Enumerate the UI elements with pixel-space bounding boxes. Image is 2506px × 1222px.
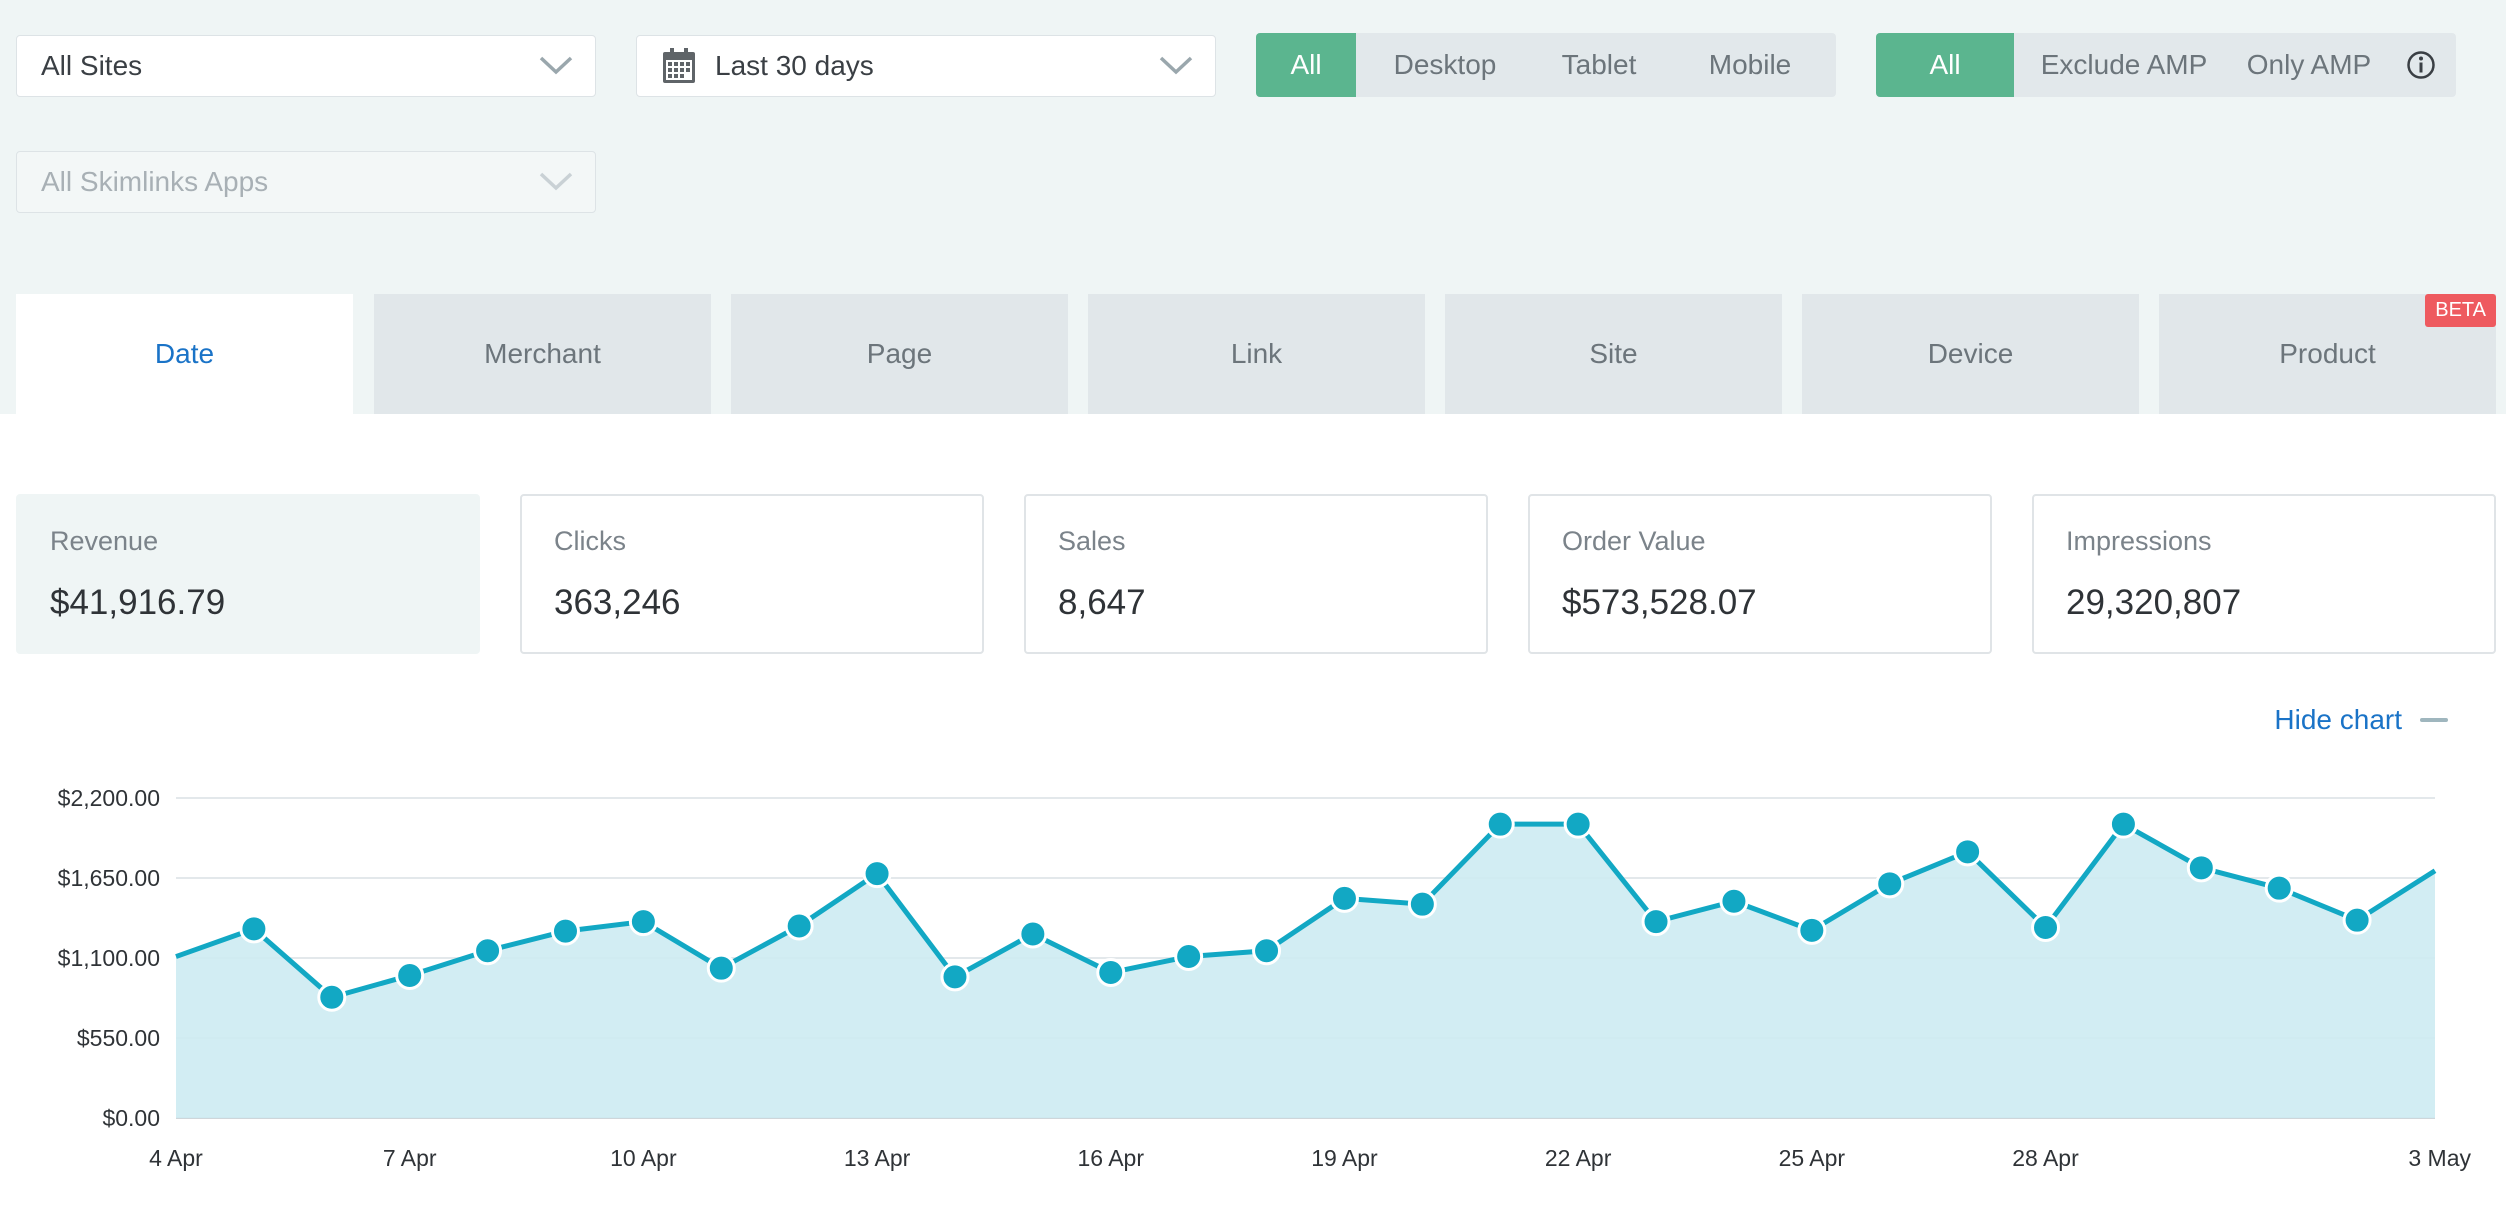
data-point	[940, 962, 970, 992]
x-tick-label: 13 Apr	[844, 1145, 911, 1171]
data-point	[1641, 907, 1671, 937]
tab-date[interactable]: Date	[16, 294, 353, 414]
date-range-value: Last 30 days	[715, 50, 874, 81]
data-point	[1875, 869, 1905, 899]
date-range-select[interactable]: Last 30 days	[636, 35, 1216, 97]
data-point	[1174, 942, 1204, 972]
x-tick-label: 3 May	[2408, 1145, 2471, 1171]
metric-value: 8,647	[1058, 583, 1146, 622]
data-point	[239, 914, 269, 944]
y-tick-label: $1,650.00	[58, 865, 160, 891]
tab-merchant[interactable]: Merchant	[374, 294, 711, 414]
data-point	[1485, 809, 1515, 839]
data-point	[1018, 919, 1048, 949]
device-option-mobile[interactable]: Mobile	[1708, 49, 1792, 80]
tab-link[interactable]: Link	[1088, 294, 1425, 414]
minus-icon	[2420, 718, 2448, 722]
data-point	[1096, 958, 1126, 988]
area-fill	[176, 824, 2435, 1118]
revenue-chart: $0.00 $550.00 $1,100.00 $1,650.00 $2,200.00 4…	[58, 785, 2472, 1171]
device-option-tablet[interactable]: Tablet	[1561, 49, 1637, 80]
metric-value: 363,246	[554, 583, 681, 622]
amp-option-exclude[interactable]: Exclude AMP	[2040, 49, 2208, 80]
chevron-down-icon	[1159, 56, 1193, 75]
tab-site[interactable]: Site	[1445, 294, 1782, 414]
data-point	[628, 907, 658, 937]
data-point	[1407, 889, 1437, 919]
tab-product[interactable]: Product BETA	[2159, 294, 2496, 414]
metric-card-clicks[interactable]: Clicks 363,246	[520, 494, 984, 654]
device-option-desktop[interactable]: Desktop	[1393, 49, 1497, 80]
amp-option-only[interactable]: Only AMP	[2246, 49, 2372, 80]
y-tick-label: $2,200.00	[58, 785, 160, 811]
x-tick-label: 4 Apr	[149, 1145, 203, 1171]
data-point	[2108, 809, 2138, 839]
x-tick-label: 16 Apr	[1078, 1145, 1145, 1171]
data-point	[1797, 915, 1827, 945]
metric-card-impressions[interactable]: Impressions 29,320,807	[2032, 494, 2496, 654]
data-point	[784, 911, 814, 941]
tab-device-label: Device	[1927, 338, 2014, 369]
tab-date-label: Date	[154, 338, 215, 369]
data-point	[1252, 936, 1282, 966]
site-select[interactable]: All Sites	[16, 35, 596, 97]
data-point	[317, 982, 347, 1012]
device-toggle: All Desktop Tablet Mobile	[1256, 33, 1836, 97]
hide-chart-label: Hide chart	[2274, 704, 2402, 735]
x-tick-label: 10 Apr	[610, 1145, 677, 1171]
x-tick-label: 7 Apr	[383, 1145, 437, 1171]
data-point	[862, 859, 892, 889]
metric-label: Revenue	[50, 526, 159, 556]
tab-merchant-label: Merchant	[484, 338, 601, 369]
chevron-down-icon	[539, 56, 573, 75]
data-point	[2264, 873, 2294, 903]
metric-value: 29,320,807	[2066, 583, 2242, 622]
beta-badge: BETA	[2425, 294, 2496, 327]
metric-value: $573,528.07	[1562, 583, 1757, 622]
data-point	[1719, 886, 1749, 916]
tab-product-label: Product	[2279, 338, 2376, 369]
data-point	[2031, 912, 2061, 942]
data-point	[1563, 809, 1593, 839]
tab-page-label: Page	[866, 338, 933, 369]
apps-select-value: All Skimlinks Apps	[41, 166, 269, 197]
x-tick-label: 22 Apr	[1545, 1145, 1612, 1171]
metric-label: Order Value	[1562, 526, 1706, 556]
metric-value: $41,916.79	[50, 583, 226, 622]
x-tick-label: 25 Apr	[1779, 1145, 1846, 1171]
calendar-icon	[663, 48, 695, 83]
y-tick-label: $1,100.00	[58, 945, 160, 971]
data-point	[2186, 853, 2216, 883]
tab-link-label: Link	[1230, 338, 1283, 369]
metric-label: Sales	[1058, 526, 1126, 556]
metric-label: Clicks	[554, 526, 626, 556]
data-point	[395, 960, 425, 990]
tab-site-label: Site	[1589, 338, 1638, 369]
device-option-all[interactable]: All	[1256, 33, 1356, 97]
metric-card-revenue[interactable]: Revenue $41,916.79	[16, 494, 480, 654]
data-point	[1953, 837, 1983, 867]
x-tick-label: 28 Apr	[2012, 1145, 2079, 1171]
info-icon[interactable]	[2406, 50, 2436, 80]
tab-device[interactable]: Device	[1802, 294, 2139, 414]
data-point	[473, 936, 503, 966]
metric-label: Impressions	[2066, 526, 2212, 556]
site-select-value: All Sites	[41, 50, 143, 81]
metric-card-order-value[interactable]: Order Value $573,528.07	[1528, 494, 1992, 654]
tab-page[interactable]: Page	[731, 294, 1068, 414]
hide-chart-button[interactable]: Hide chart	[2274, 704, 2448, 736]
amp-option-all[interactable]: All	[1876, 33, 2014, 97]
chevron-down-icon	[539, 172, 573, 191]
data-point	[1329, 883, 1359, 913]
metric-card-sales[interactable]: Sales 8,647	[1024, 494, 1488, 654]
data-point	[2342, 905, 2372, 935]
amp-toggle: All Exclude AMP Only AMP	[1876, 33, 2456, 97]
y-tick-label: $0.00	[102, 1105, 160, 1131]
data-point	[706, 953, 736, 983]
data-point	[550, 916, 580, 946]
x-tick-label: 19 Apr	[1311, 1145, 1378, 1171]
y-tick-label: $550.00	[77, 1025, 160, 1051]
apps-select[interactable]: All Skimlinks Apps	[16, 151, 596, 213]
